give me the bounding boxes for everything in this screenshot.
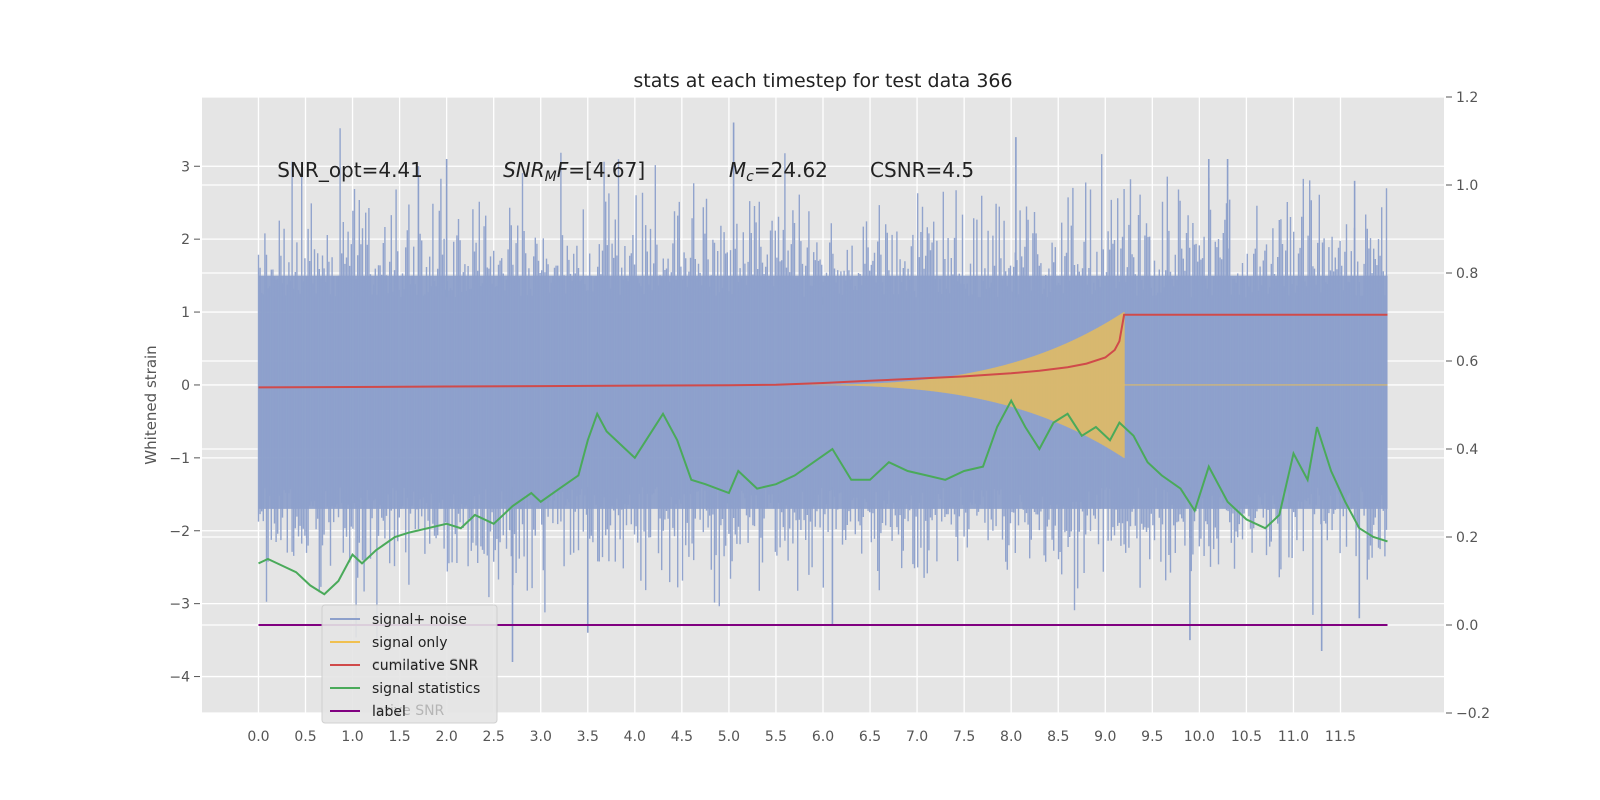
x-tick-label: 10.0 xyxy=(1184,729,1215,745)
legend-box xyxy=(321,604,498,724)
y-tick-label: 3 xyxy=(181,159,190,175)
chart-title: stats at each timestep for test data 366 xyxy=(633,70,1012,92)
annotation-part: SNR xyxy=(503,158,545,182)
annotation-subscript: c xyxy=(746,169,754,185)
y-tick-label: −3 xyxy=(169,597,190,613)
y2-tick-label: 1.2 xyxy=(1456,90,1478,106)
y2-tick-label: 0.6 xyxy=(1456,354,1478,370)
annotations: SNR_opt=4.41 SNRMF=[4.67] Mc=24.62 CSNR=4.5 xyxy=(277,158,974,185)
x-tick-label: 8.0 xyxy=(1000,729,1022,745)
legend-ghost-text: lative SNR xyxy=(372,703,445,719)
y2-tick-label: 0.0 xyxy=(1456,618,1478,634)
legend-label-signal-statistics: signal statistics xyxy=(372,681,480,697)
x-tick-label: 4.5 xyxy=(671,729,693,745)
annotation-part: =[4.67] xyxy=(568,158,645,182)
y-axis-label: Whitened strain xyxy=(142,345,160,464)
annotation-subscript: M xyxy=(545,169,557,185)
y2-tick-label: 0.8 xyxy=(1456,266,1478,282)
series-signal-only xyxy=(780,312,1388,458)
y2-tick-label: −0.2 xyxy=(1456,706,1490,722)
annotation-part: =24.62 xyxy=(754,158,828,182)
x-tick-label: 6.0 xyxy=(812,729,834,745)
y-tick-label: −4 xyxy=(169,670,190,686)
annotation-mc: Mc=24.62 xyxy=(729,158,828,185)
x-tick-label: 4.0 xyxy=(624,729,646,745)
axis-ticks: 0.0 0.5 1.0 1.5 2.0 2.5 3.0 3.5 4.0 4.5 5.0 5.5 6.0 6… xyxy=(169,90,1490,745)
y2-tick-label: 0.2 xyxy=(1456,530,1478,546)
y-tick-label: 1 xyxy=(181,305,190,321)
y-tick-label: −1 xyxy=(169,451,190,467)
legend: cumilative SNR lative SNR signal+ noise sig… xyxy=(321,604,498,724)
x-tick-label: 0.5 xyxy=(294,729,316,745)
legend-label-cumilative-snr: cumilative SNR xyxy=(372,658,479,674)
x-tick-label: 8.5 xyxy=(1047,729,1069,745)
x-tick-label: 0.0 xyxy=(247,729,269,745)
annotation-snr-mf: SNRMF=[4.67] xyxy=(503,158,645,185)
x-tick-label: 3.0 xyxy=(530,729,552,745)
series-line-signal-statistics xyxy=(258,398,1388,596)
annotation-part: M xyxy=(729,158,746,182)
x-tick-label: 5.0 xyxy=(718,729,740,745)
x-tick-label: 1.5 xyxy=(388,729,410,745)
annotation-part: F xyxy=(557,158,569,182)
x-tick-label: 9.0 xyxy=(1094,729,1116,745)
annotation-snr-opt: SNR_opt=4.41 xyxy=(277,158,423,182)
x-tick-label: 6.5 xyxy=(859,729,881,745)
y2-tick-label: 0.4 xyxy=(1456,442,1478,458)
x-tick-label: 9.5 xyxy=(1141,729,1163,745)
y-tick-label: 0 xyxy=(181,378,190,394)
annotation-part: SNR_opt=4.41 xyxy=(277,158,423,182)
y-tick-label: −2 xyxy=(169,524,190,540)
x-tick-label: 11.0 xyxy=(1278,729,1309,745)
x-tick-label: 1.0 xyxy=(341,729,363,745)
x-tick-label: 3.5 xyxy=(577,729,599,745)
x-tick-label: 11.5 xyxy=(1325,729,1356,745)
legend-ghost-text: cumilative SNR xyxy=(372,657,479,673)
x-tick-label: 7.0 xyxy=(906,729,928,745)
chirp-waveform xyxy=(780,312,1125,458)
legend-label-signal-noise: signal+ noise xyxy=(372,612,467,628)
y-tick-label: 2 xyxy=(181,232,190,248)
x-tick-label: 2.5 xyxy=(483,729,505,745)
x-tick-label: 5.5 xyxy=(765,729,787,745)
x-tick-label: 2.0 xyxy=(436,729,458,745)
annotation-csnr: CSNR=4.5 xyxy=(870,158,974,182)
series-line-cumilative-snr xyxy=(258,313,1388,389)
legend-label-label: label xyxy=(372,704,406,720)
x-tick-label: 10.5 xyxy=(1231,729,1262,745)
legend-label-signal-only: signal only xyxy=(372,635,447,651)
y2-tick-label: 1.0 xyxy=(1456,178,1478,194)
annotation-part: CSNR=4.5 xyxy=(870,158,974,182)
x-tick-label: 7.5 xyxy=(953,729,975,745)
